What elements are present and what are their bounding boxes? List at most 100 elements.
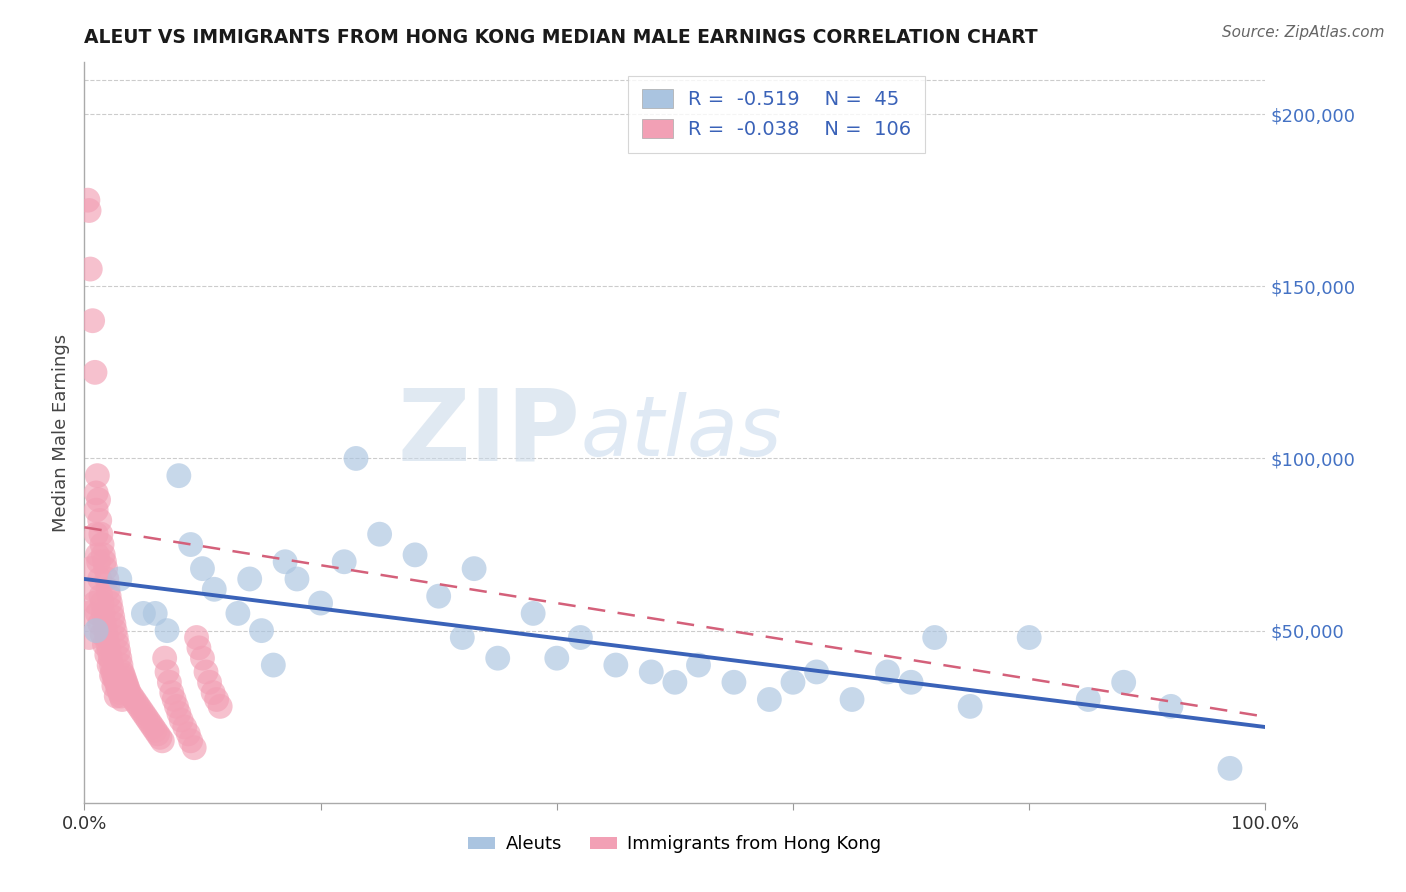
Point xyxy=(139,716,162,731)
Point xyxy=(309,596,332,610)
Point xyxy=(105,631,128,645)
Point xyxy=(115,679,138,693)
Point xyxy=(98,644,121,658)
Point xyxy=(114,672,136,686)
Point xyxy=(82,314,104,328)
Point xyxy=(104,672,127,686)
Point xyxy=(806,665,828,679)
Point xyxy=(93,555,115,569)
Point xyxy=(100,668,122,682)
Point xyxy=(93,616,115,631)
Point xyxy=(522,607,544,621)
Point xyxy=(191,651,214,665)
Point xyxy=(132,607,155,621)
Point xyxy=(186,631,208,645)
Point xyxy=(94,624,117,638)
Point xyxy=(107,682,129,697)
Point xyxy=(150,734,173,748)
Point xyxy=(105,689,128,703)
Point xyxy=(91,607,114,621)
Point xyxy=(1160,699,1182,714)
Point xyxy=(84,596,107,610)
Point xyxy=(97,582,120,597)
Point xyxy=(546,651,568,665)
Point xyxy=(111,692,134,706)
Point xyxy=(87,492,110,507)
Point xyxy=(103,679,125,693)
Point xyxy=(117,682,139,697)
Point xyxy=(143,607,166,621)
Point xyxy=(86,607,108,621)
Point xyxy=(97,637,120,651)
Point xyxy=(239,572,262,586)
Point xyxy=(107,637,129,651)
Text: ALEUT VS IMMIGRANTS FROM HONG KONG MEDIAN MALE EARNINGS CORRELATION CHART: ALEUT VS IMMIGRANTS FROM HONG KONG MEDIA… xyxy=(84,28,1038,47)
Point xyxy=(84,503,107,517)
Point xyxy=(202,685,225,699)
Point xyxy=(90,527,112,541)
Point xyxy=(121,689,143,703)
Point xyxy=(100,658,122,673)
Point xyxy=(160,685,183,699)
Point xyxy=(149,731,172,745)
Point xyxy=(226,607,249,621)
Point xyxy=(98,658,121,673)
Point xyxy=(89,572,111,586)
Point xyxy=(77,631,100,645)
Point xyxy=(108,651,131,665)
Point xyxy=(110,689,132,703)
Point xyxy=(91,627,114,641)
Point xyxy=(463,561,485,575)
Point xyxy=(451,631,474,645)
Point xyxy=(129,703,152,717)
Point xyxy=(404,548,426,562)
Point xyxy=(143,723,166,738)
Point xyxy=(90,589,112,603)
Point xyxy=(118,685,141,699)
Point xyxy=(664,675,686,690)
Point xyxy=(86,468,108,483)
Point xyxy=(180,734,202,748)
Point xyxy=(900,675,922,690)
Point xyxy=(82,582,104,597)
Point xyxy=(110,658,132,673)
Point xyxy=(101,610,124,624)
Point xyxy=(84,365,107,379)
Point xyxy=(101,665,124,679)
Point xyxy=(959,699,981,714)
Point xyxy=(107,679,129,693)
Point xyxy=(640,665,662,679)
Point xyxy=(191,561,214,575)
Point xyxy=(98,651,121,665)
Point xyxy=(84,486,107,500)
Point xyxy=(198,675,221,690)
Point xyxy=(91,537,114,551)
Point xyxy=(924,631,946,645)
Point xyxy=(167,706,190,721)
Point xyxy=(77,193,100,207)
Point xyxy=(93,637,115,651)
Point xyxy=(427,589,450,603)
Point xyxy=(202,582,225,597)
Point xyxy=(84,527,107,541)
Text: atlas: atlas xyxy=(581,392,782,473)
Text: Source: ZipAtlas.com: Source: ZipAtlas.com xyxy=(1222,25,1385,40)
Point xyxy=(125,696,148,710)
Point xyxy=(132,706,155,721)
Y-axis label: Median Male Earnings: Median Male Earnings xyxy=(52,334,70,532)
Point xyxy=(108,685,131,699)
Point xyxy=(688,658,710,673)
Point xyxy=(91,548,114,562)
Point xyxy=(876,665,898,679)
Point xyxy=(1018,631,1040,645)
Point xyxy=(841,692,863,706)
Point xyxy=(170,713,193,727)
Point xyxy=(77,607,100,621)
Point xyxy=(163,692,186,706)
Point xyxy=(723,675,745,690)
Point xyxy=(250,624,273,638)
Point xyxy=(89,616,111,631)
Point xyxy=(98,589,121,603)
Point xyxy=(368,527,391,541)
Point xyxy=(285,572,308,586)
